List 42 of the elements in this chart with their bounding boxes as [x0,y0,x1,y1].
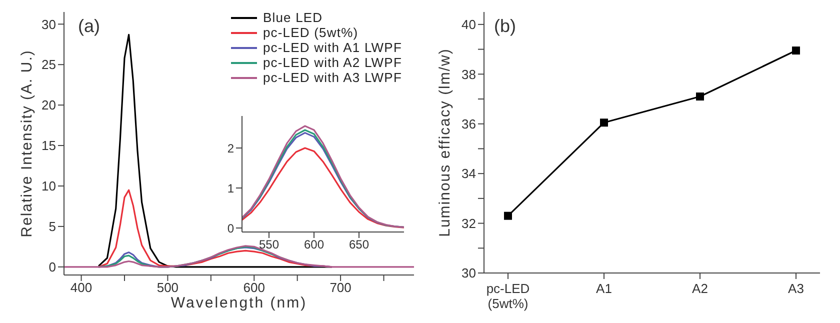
x-tick-label: 650 [348,238,370,252]
y-tick-label: 5 [48,219,56,234]
y-tick-label: 30 [462,266,476,281]
y-tick-label: 32 [462,216,476,231]
x-tick-label: 550 [258,238,280,252]
point [504,212,512,220]
x-tick-label: 600 [304,238,324,252]
x-tick-label: pc-LED (5wt%) [486,281,530,311]
y-tick-label: 15 [42,138,56,154]
legend-label: pc-LED with A1 LWPF [262,40,402,55]
y-axis-title: Luminous efficacy (lm/w) [436,48,454,237]
x-tick-label: A1 [596,281,612,296]
y-tick-label: 25 [42,57,56,72]
x-tick-label: 700 [330,280,352,296]
y-tick-label: 34 [462,166,476,182]
point [792,46,800,55]
y-tick-label: 38 [462,66,476,82]
point [600,118,608,127]
y-tick-label: 20 [42,98,56,113]
legend-label: pc-LED with A2 LWPF [262,55,402,70]
line-series [242,147,404,228]
y-tick-label: 0 [48,260,56,275]
y-tick-label: 40 [462,17,476,32]
legend-label: Blue LED [262,10,323,25]
y-tick-label: 2 [227,141,234,156]
y-tick-label: 30 [42,16,56,32]
x-tick-label: A2 [692,281,708,296]
annotation: (a) [78,16,100,37]
y-axis-title: Relative Intensity (A. U.) [18,50,36,238]
annotation: (b) [494,16,516,37]
y-tick-label: 0 [227,221,234,236]
legend-label: pc-LED with A3 LWPF [262,70,402,85]
x-tick-label: 600 [243,280,265,296]
x-tick-label: 400 [70,280,92,296]
x-axis-title: Wavelength (nm) [170,294,308,312]
y-tick-label: 36 [462,116,476,132]
x-tick-label: A3 [788,281,804,296]
y-tick-label: 1 [227,181,234,196]
point [696,92,704,101]
x-tick-label: 500 [156,280,179,296]
legend-label: pc-LED (5wt%) [262,25,358,40]
y-tick-label: 10 [42,178,56,194]
